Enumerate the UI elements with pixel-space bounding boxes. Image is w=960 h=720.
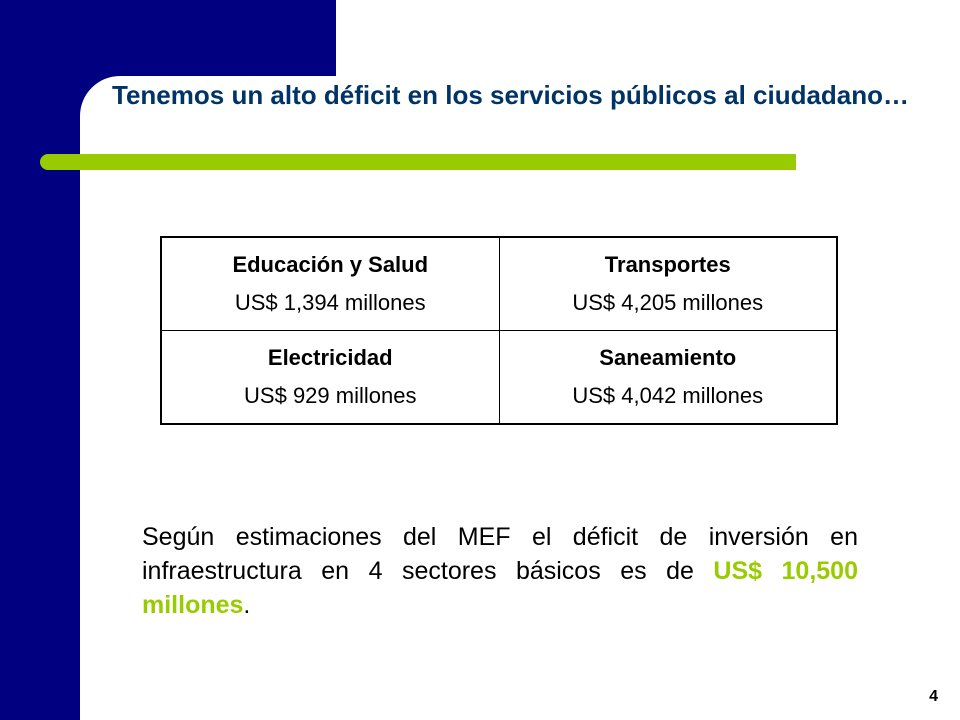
cell-value: US$ 1,394 millones: [234, 290, 426, 315]
summary-paragraph: Según estimaciones del MEF el déficit de…: [142, 520, 858, 622]
navy-top-block: [80, 0, 336, 76]
summary-period: .: [243, 591, 251, 619]
cell-value: US$ 4,205 millones: [572, 290, 764, 315]
table-cell-electricity: Electricidad US$ 929 millones: [160, 330, 500, 425]
page-number: 4: [929, 688, 938, 705]
table-row: Electricidad US$ 929 millones Saneamient…: [160, 330, 838, 425]
table-cell-education-health: Educación y Salud US$ 1,394 millones: [160, 236, 500, 331]
table-row: Educación y Salud US$ 1,394 millones Tra…: [160, 236, 838, 331]
cell-label: Educación y Salud: [232, 252, 429, 277]
navy-corner-curve: [80, 76, 160, 156]
cell-value: US$ 4,042 millones: [572, 383, 764, 408]
summary-highlight-amount: US$ 10,500 millones: [142, 557, 858, 619]
cell-label: Transportes: [604, 252, 731, 277]
summary-text: Según estimaciones del MEF el déficit de…: [142, 523, 858, 585]
cell-value: US$ 929 millones: [244, 383, 417, 408]
navy-side-bar: [0, 0, 80, 720]
table-cell-sanitation: Saneamiento US$ 4,042 millones: [498, 330, 838, 425]
deficit-table: Educación y Salud US$ 1,394 millones Tra…: [160, 236, 838, 425]
slide-title: Tenemos un alto déficit en los servicios…: [112, 80, 910, 110]
title-underline: [40, 154, 796, 170]
table-cell-transport: Transportes US$ 4,205 millones: [498, 236, 838, 331]
cell-label: Saneamiento: [599, 345, 737, 370]
cell-label: Electricidad: [267, 345, 393, 370]
